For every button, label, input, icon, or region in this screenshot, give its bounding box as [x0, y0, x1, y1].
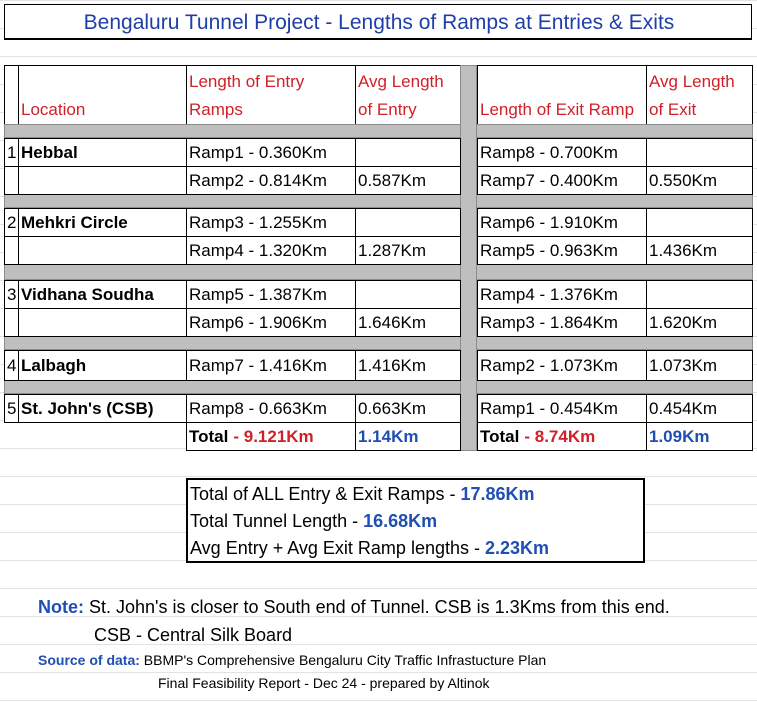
source-line: Final Feasibility Report - Dec 24 - prep… — [158, 675, 490, 691]
exit: Ramp3 - 1.864Km — [477, 308, 647, 337]
row-index — [4, 236, 19, 265]
note: Note: St. John's is closer to South end … — [38, 597, 670, 618]
total-avg: 1.14Km — [355, 422, 461, 451]
exit: Ramp4 - 1.376Km — [477, 280, 647, 309]
avg-exit: 1.620Km — [646, 308, 753, 337]
avg-entry: 1.287Km — [355, 236, 461, 265]
exit: Ramp2 - 1.073Km — [477, 350, 647, 381]
total-cell: Total - 9.121Km — [186, 422, 356, 451]
abbreviation: CSB - Central Silk Board — [94, 625, 293, 645]
entry: Ramp8 - 0.663Km — [186, 394, 356, 423]
separator — [4, 380, 753, 394]
summary-value: 16.68Km — [363, 511, 438, 531]
separator — [4, 194, 753, 208]
separator — [4, 336, 753, 350]
exit: Ramp1 - 0.454Km — [477, 394, 647, 423]
header-cell: Length of Exit Ramp — [477, 65, 647, 125]
entry: Ramp4 - 1.320Km — [186, 236, 356, 265]
summary-line: Avg Entry + Avg Exit Ramp lengths - 2.23… — [190, 538, 549, 559]
row-index — [4, 166, 19, 195]
row-index: 3 — [4, 280, 19, 309]
entry: Ramp3 - 1.255Km — [186, 208, 356, 237]
total-avg: 1.09Km — [646, 422, 753, 451]
entry: Ramp1 - 0.360Km — [186, 138, 356, 167]
total-value: - 8.74Km — [524, 426, 596, 446]
source: Source of data: BBMP's Comprehensive Ben… — [38, 652, 546, 668]
location: Lalbagh — [18, 350, 187, 381]
total-cell: Total - 8.74Km — [477, 422, 647, 451]
separator — [4, 124, 753, 138]
location: Mehkri Circle — [18, 208, 187, 237]
separator — [4, 264, 753, 280]
entry: Ramp6 - 1.906Km — [186, 308, 356, 337]
summary-box — [186, 478, 645, 563]
summary-line: Total of ALL Entry & Exit Ramps - 17.86K… — [190, 484, 535, 505]
summary-value: 2.23Km — [485, 538, 550, 558]
entry: Ramp5 - 1.387Km — [186, 280, 356, 309]
avg-entry: 1.416Km — [355, 350, 461, 381]
total-label: Total — [480, 426, 520, 446]
location — [18, 308, 187, 337]
avg-entry: 1.646Km — [355, 308, 461, 337]
row-index: 1 — [4, 138, 19, 167]
separator — [460, 65, 477, 451]
avg-exit — [646, 138, 753, 167]
exit: Ramp8 - 0.700Km — [477, 138, 647, 167]
source-text: BBMP's Comprehensive Bengaluru City Traf… — [143, 652, 547, 668]
location: Vidhana Soudha — [18, 280, 187, 309]
avg-entry: 0.663Km — [355, 394, 461, 423]
avg-entry — [355, 138, 461, 167]
avg-exit: 0.454Km — [646, 394, 753, 423]
row-index — [4, 308, 19, 337]
entry: Ramp2 - 0.814Km — [186, 166, 356, 195]
title: Bengaluru Tunnel Project - Lengths of Ra… — [83, 11, 675, 34]
exit: Ramp6 - 1.910Km — [477, 208, 647, 237]
avg-exit: 1.073Km — [646, 350, 753, 381]
summary-line: Total Tunnel Length - 16.68Km — [190, 511, 437, 532]
location — [18, 236, 187, 265]
exit: Ramp5 - 0.963Km — [477, 236, 647, 265]
avg-entry — [355, 208, 461, 237]
summary-label: Total of ALL Entry & Exit Ramps - — [190, 484, 456, 504]
summary-label: Avg Entry + Avg Exit Ramp lengths - — [190, 538, 480, 558]
row-index: 5 — [4, 394, 19, 423]
note-label: Note: — [38, 597, 84, 617]
exit: Ramp7 - 0.400Km — [477, 166, 647, 195]
row-index: 4 — [4, 350, 19, 381]
avg-exit — [646, 208, 753, 237]
summary-label: Total Tunnel Length - — [190, 511, 359, 531]
location: St. John's (CSB) — [18, 394, 187, 423]
source-label: Source of data: — [38, 652, 140, 668]
total-label: Total — [189, 426, 229, 446]
avg-exit: 0.550Km — [646, 166, 753, 195]
avg-entry — [355, 280, 461, 309]
cell — [4, 65, 19, 125]
avg-exit — [646, 280, 753, 309]
total-value: - 9.121Km — [233, 426, 314, 446]
header-cell: Avg Length of Entry — [355, 65, 461, 125]
location — [18, 166, 187, 195]
header-cell: Avg Length of Exit — [646, 65, 753, 125]
avg-entry: 0.587Km — [355, 166, 461, 195]
summary-value: 17.86Km — [460, 484, 535, 504]
row-index: 2 — [4, 208, 19, 237]
title-cell: Bengaluru Tunnel Project - Lengths of Ra… — [4, 4, 752, 40]
entry: Ramp7 - 1.416Km — [186, 350, 356, 381]
note-text: St. John's is closer to South end of Tun… — [89, 597, 670, 617]
header-cell: Length of Entry Ramps — [186, 65, 356, 125]
location: Hebbal — [18, 138, 187, 167]
header-cell: Location — [18, 65, 187, 125]
avg-exit: 1.436Km — [646, 236, 753, 265]
